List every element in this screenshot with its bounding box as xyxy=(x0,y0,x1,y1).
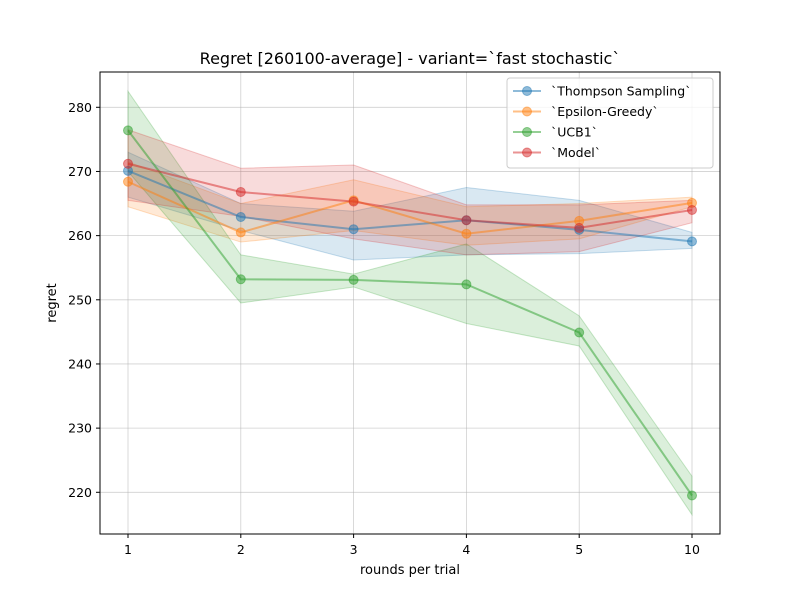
y-tick-label: 270 xyxy=(68,164,92,179)
series-3-point xyxy=(348,274,359,285)
series-4-point xyxy=(687,204,697,215)
legend-box xyxy=(506,77,714,169)
series-4-point xyxy=(574,222,585,233)
series-4-legend-marker xyxy=(522,147,532,158)
plot-area-frame xyxy=(99,71,721,535)
series-1-legend-label: `Thompson Sampling` xyxy=(551,84,691,99)
series-4-point xyxy=(348,196,359,207)
series-1-point xyxy=(348,224,359,235)
x-tick-label: 4 xyxy=(462,542,470,557)
series-4-line xyxy=(127,162,693,229)
series-4-legend-label: `Model` xyxy=(551,145,601,160)
series-2-point xyxy=(461,228,472,239)
y-tick-label: 240 xyxy=(68,356,92,371)
y-axis-ticks: 220 230 240 250 260 270 280 xyxy=(68,100,100,500)
series-3-point xyxy=(235,274,246,285)
series-4-point xyxy=(235,186,246,197)
grid xyxy=(100,72,720,534)
series-3-confidence-band xyxy=(127,89,693,517)
x-tick-label: 1 xyxy=(124,542,132,557)
series-3-point xyxy=(123,125,133,136)
series-3-legend-marker xyxy=(522,127,532,137)
x-axis-label: rounds per trial xyxy=(360,563,460,578)
series-2-legend-label: `Epsilon-Greedy` xyxy=(551,104,659,119)
series-3-point xyxy=(687,490,697,501)
series-2-line xyxy=(127,180,693,235)
legend: `Thompson Sampling` `Epsilon-Greedy` `UCB1… xyxy=(506,77,714,169)
chart-title: Regret [260100-average] - variant=`fast … xyxy=(200,49,621,68)
series-3-line xyxy=(127,129,693,497)
x-tick-label: 2 xyxy=(237,542,245,557)
series-4-point xyxy=(123,158,133,169)
y-tick-label: 230 xyxy=(68,421,92,436)
y-tick-label: 250 xyxy=(68,292,92,307)
series-1-legend-marker xyxy=(522,86,532,96)
series-2-legend-marker xyxy=(522,106,532,117)
series-1-line xyxy=(127,169,693,243)
y-tick-label: 220 xyxy=(68,485,92,500)
y-tick-label: 260 xyxy=(68,228,92,243)
series-2-point xyxy=(235,227,246,238)
x-tick-label: 3 xyxy=(350,542,358,557)
series-3-point xyxy=(574,327,585,338)
x-axis-ticks: 1 2 3 4 5 10 xyxy=(124,534,700,557)
series-3-point xyxy=(461,279,472,290)
y-tick-label: 280 xyxy=(68,100,92,115)
series-lines xyxy=(127,129,693,497)
x-tick-label: 10 xyxy=(684,542,700,557)
series-2-point xyxy=(123,176,133,187)
series-markers xyxy=(123,125,697,501)
series-3-legend-label: `UCB1` xyxy=(551,125,598,140)
y-axis-label: regret xyxy=(45,283,60,322)
series-1-point xyxy=(235,212,246,223)
series-1-point xyxy=(687,236,697,247)
series-4-point xyxy=(461,215,472,226)
x-tick-label: 5 xyxy=(575,542,583,557)
